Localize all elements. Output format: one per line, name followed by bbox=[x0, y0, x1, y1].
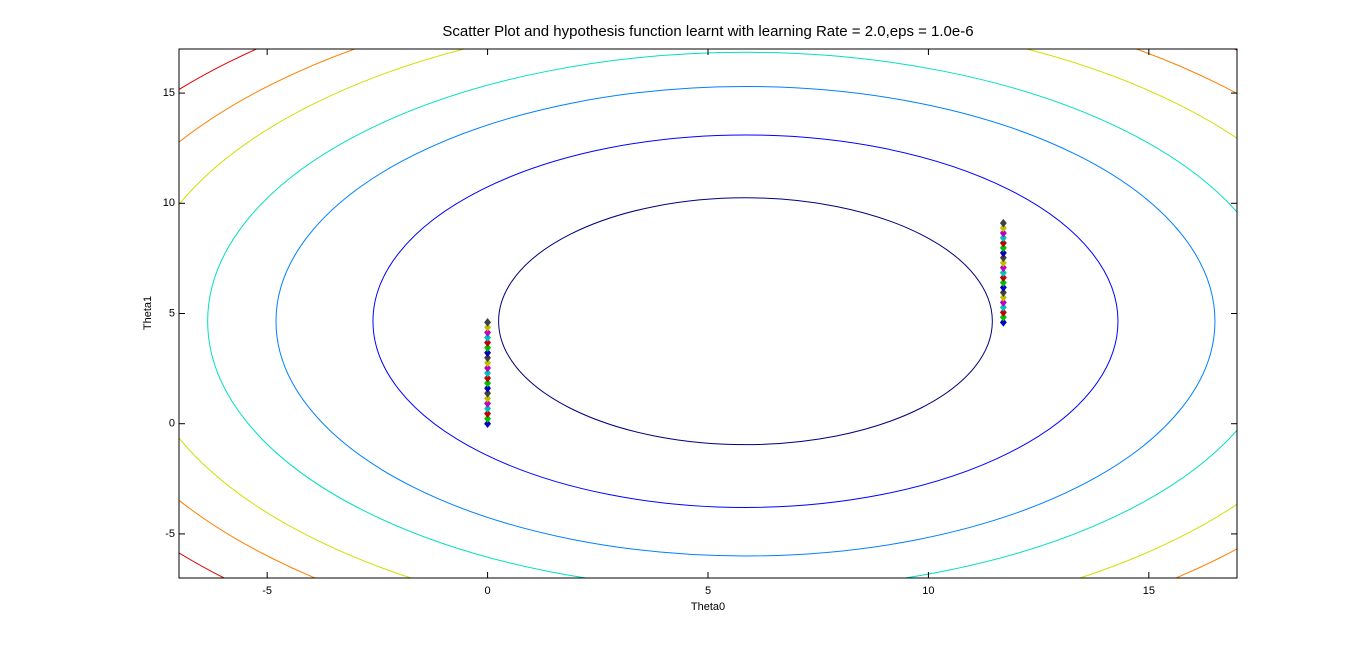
scatter-point bbox=[484, 388, 492, 398]
scatter-point bbox=[999, 248, 1007, 258]
scatter-point bbox=[999, 223, 1007, 233]
scatter-point bbox=[999, 243, 1007, 253]
y-tick-label: 10 bbox=[163, 197, 175, 209]
scatter-point bbox=[999, 218, 1007, 228]
scatter-point bbox=[484, 358, 492, 368]
scatter-point bbox=[999, 308, 1007, 317]
scatter-point bbox=[999, 293, 1007, 302]
axes-box bbox=[178, 48, 1238, 579]
marks-group bbox=[179, 49, 1237, 578]
scatter-point bbox=[999, 278, 1007, 287]
chart-title: Scatter Plot and hypothesis function lea… bbox=[442, 23, 973, 40]
plot-area bbox=[179, 49, 1237, 578]
x-axis-label: Theta0 bbox=[691, 601, 725, 613]
scatter-point bbox=[999, 228, 1007, 238]
scatter-point bbox=[999, 233, 1007, 243]
scatter-point bbox=[484, 343, 492, 352]
scatter-point bbox=[484, 318, 492, 327]
contour-group bbox=[179, 49, 1237, 578]
scatter-point bbox=[484, 378, 492, 388]
scatter-point bbox=[484, 338, 492, 347]
scatter-point bbox=[484, 368, 492, 378]
contour-line bbox=[498, 197, 993, 446]
scatter-point bbox=[999, 283, 1007, 292]
x-tick-label: 5 bbox=[705, 585, 711, 597]
scatter-point bbox=[484, 328, 492, 337]
scatter-point bbox=[999, 273, 1007, 282]
scatter-point bbox=[484, 333, 492, 342]
scatter-point bbox=[484, 419, 492, 429]
contour-line bbox=[207, 51, 1237, 578]
scatter-point bbox=[999, 303, 1007, 312]
contour-line bbox=[372, 134, 1119, 508]
scatter-point bbox=[484, 373, 492, 383]
contour-line bbox=[275, 85, 1216, 557]
scatter-point bbox=[999, 298, 1007, 307]
x-tick-label: -5 bbox=[262, 585, 272, 597]
scatter-point bbox=[484, 414, 492, 423]
scatter-point bbox=[999, 253, 1007, 263]
scatter-point bbox=[484, 323, 492, 332]
scatter-point bbox=[999, 263, 1007, 272]
x-tick-label: 0 bbox=[485, 585, 491, 597]
x-tick-label: 15 bbox=[1143, 585, 1155, 597]
scatter-point bbox=[999, 288, 1007, 297]
scatter-point bbox=[484, 363, 492, 373]
scatter-point bbox=[999, 268, 1007, 278]
y-axis-label: Theta1 bbox=[142, 296, 154, 330]
y-tick-label: 0 bbox=[169, 418, 175, 430]
scatter-point bbox=[999, 318, 1007, 327]
x-tick-label: 10 bbox=[922, 585, 934, 597]
scatter-point bbox=[484, 404, 492, 413]
scatter-point bbox=[484, 399, 492, 408]
scatter-point bbox=[484, 348, 492, 358]
scatter-point bbox=[999, 312, 1007, 322]
scatter-point bbox=[484, 353, 492, 363]
scatter-point bbox=[484, 383, 492, 393]
y-tick-label: 5 bbox=[169, 307, 175, 319]
y-tick-label: -5 bbox=[165, 528, 175, 540]
scatter-point bbox=[484, 409, 492, 418]
scatter-point bbox=[999, 238, 1007, 248]
y-tick-label: 15 bbox=[163, 87, 175, 99]
scatter-point bbox=[484, 394, 492, 403]
scatter-point bbox=[999, 258, 1007, 268]
